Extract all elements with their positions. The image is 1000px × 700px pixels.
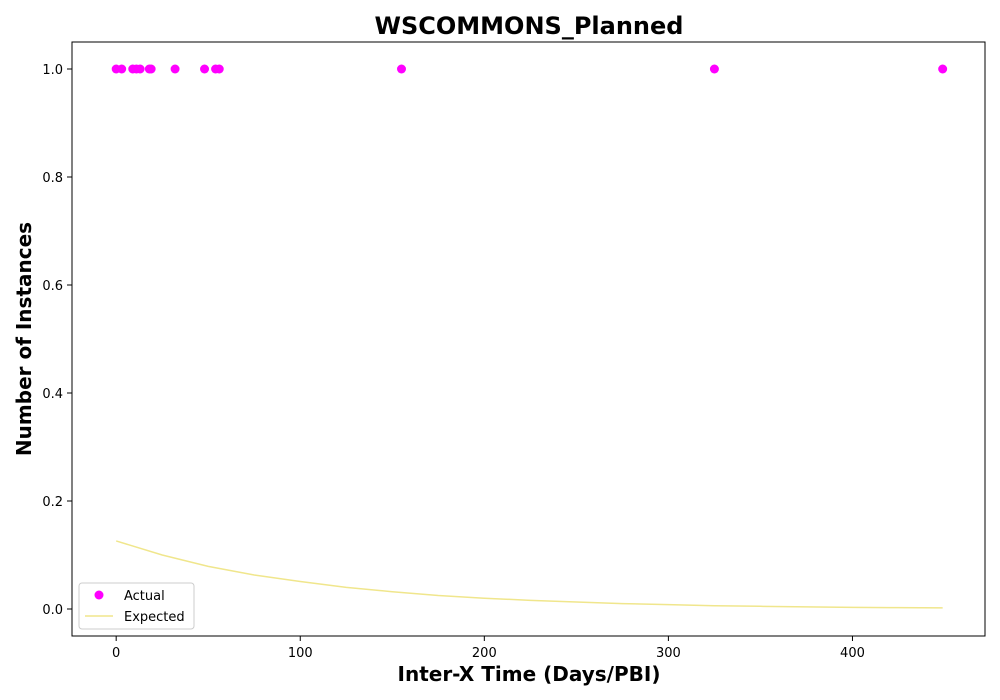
x-axis: 0 100 200 300 400 (112, 636, 865, 661)
actual-point (146, 64, 156, 74)
legend: Actual Expected (78, 582, 195, 630)
actual-point (200, 64, 210, 74)
plot-area (71, 41, 986, 637)
x-axis-label: Inter-X Time (Days/PBI) (398, 662, 661, 686)
actual-point (214, 64, 224, 74)
plot-frame (71, 41, 986, 637)
actual-point (117, 64, 127, 74)
x-tick-label: 300 (656, 646, 681, 661)
y-axis: 0.0 0.2 0.4 0.6 0.8 1.0 (42, 63, 72, 618)
chart-title: WSCOMMONS_Planned (375, 12, 684, 40)
y-tick-label: 0.4 (42, 387, 63, 402)
actual-point (170, 64, 180, 74)
legend-marker-actual (94, 590, 104, 600)
actual-point (709, 64, 719, 74)
y-tick-label: 0.2 (42, 495, 63, 510)
actual-point (135, 64, 145, 74)
x-tick-label: 100 (288, 646, 313, 661)
y-axis-label: Number of Instances (12, 222, 36, 456)
x-tick-label: 400 (840, 646, 865, 661)
x-tick-label: 200 (472, 646, 497, 661)
y-tick-label: 0.8 (42, 171, 63, 186)
actual-point (938, 64, 948, 74)
legend-label: Actual (124, 589, 165, 604)
series-layer (111, 64, 948, 609)
legend-label: Expected (124, 610, 185, 625)
x-tick-label: 0 (112, 646, 120, 661)
actual-point (396, 64, 406, 74)
legend-box (78, 582, 195, 630)
y-tick-label: 0.0 (42, 603, 63, 618)
expected-line (115, 540, 943, 609)
y-tick-label: 1.0 (42, 63, 63, 78)
y-tick-label: 0.6 (42, 279, 63, 294)
